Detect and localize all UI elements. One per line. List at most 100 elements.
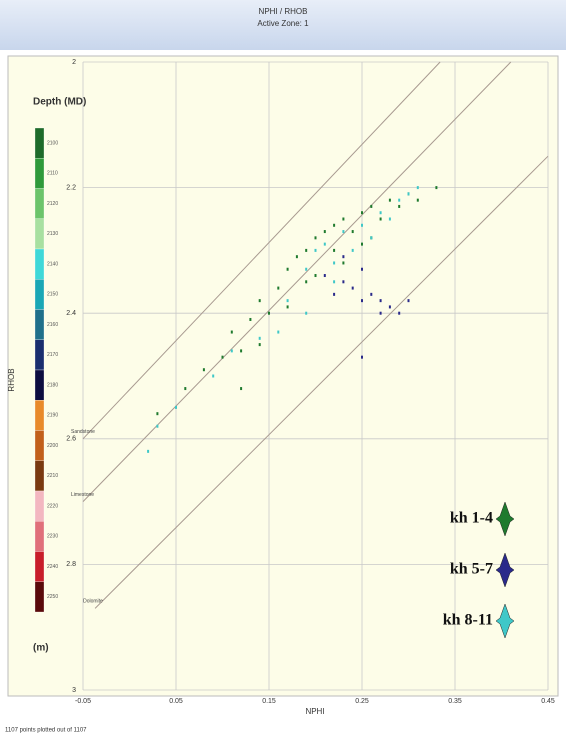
- colorbar-unit: (m): [33, 643, 49, 654]
- data-point: [323, 274, 326, 278]
- x-axis-label: NPHI: [305, 707, 324, 716]
- data-point: [361, 355, 363, 359]
- colorbar-label: 2110: [47, 171, 58, 177]
- data-point: [407, 299, 410, 303]
- data-point: [147, 449, 150, 453]
- colorbar-label: 2200: [47, 443, 58, 449]
- data-point: [333, 292, 336, 296]
- header: [0, 0, 566, 50]
- data-point: [361, 299, 363, 303]
- data-point: [379, 299, 382, 303]
- y-tick-label: 2.4: [66, 310, 76, 317]
- data-point: [379, 217, 382, 221]
- data-point: [184, 387, 187, 391]
- data-point: [333, 248, 336, 252]
- lithology-label: Dolomite: [83, 599, 103, 605]
- lithology-line: [82, 61, 512, 502]
- data-point: [407, 192, 410, 196]
- lithology-line: [94, 155, 549, 609]
- x-tick-label: 0.35: [448, 698, 462, 705]
- data-point: [286, 299, 289, 303]
- data-point: [314, 236, 317, 240]
- data-point: [221, 355, 224, 359]
- data-point: [351, 230, 354, 234]
- data-point: [398, 198, 401, 202]
- colorbar-label: 2240: [47, 564, 58, 570]
- colorbar-segment: [34, 339, 45, 371]
- colorbar-label: 2250: [47, 594, 58, 600]
- data-point: [388, 305, 391, 309]
- data-point: [342, 280, 345, 284]
- data-point: [305, 248, 308, 252]
- data-point: [305, 311, 308, 315]
- data-point: [388, 198, 391, 202]
- colorbar-segment: [34, 490, 45, 522]
- chart-title: NPHI / RHOB: [259, 7, 308, 16]
- legend-marker: [495, 603, 515, 639]
- data-point: [202, 368, 205, 372]
- colorbar-segment: [34, 400, 45, 431]
- data-point: [277, 286, 280, 290]
- colorbar-segment: [34, 279, 45, 310]
- y-axis-label: RHOB: [7, 368, 16, 391]
- data-point: [240, 349, 243, 353]
- data-point: [305, 267, 308, 271]
- colorbar-label: 2130: [47, 231, 58, 237]
- colorbar-label: 2100: [47, 140, 58, 146]
- colorbar-segment: [34, 581, 45, 613]
- colorbar-label: 2230: [47, 534, 58, 540]
- colorbar-segment: [34, 188, 45, 219]
- data-point: [323, 230, 326, 234]
- data-point: [342, 230, 345, 234]
- colorbar-label: 2180: [47, 382, 58, 388]
- data-point: [240, 387, 243, 391]
- y-tick-label: 2: [72, 59, 76, 66]
- legend-label: kh 1-4: [450, 510, 493, 527]
- colorbar-segment: [34, 218, 45, 250]
- data-point: [323, 242, 326, 246]
- data-point: [212, 374, 215, 378]
- data-point: [258, 343, 261, 347]
- x-tick-label: 0.05: [169, 698, 183, 705]
- legend-marker: [495, 501, 515, 537]
- data-point: [342, 255, 345, 259]
- data-point: [230, 330, 233, 334]
- data-point: [435, 186, 438, 190]
- lithology-line: [82, 61, 441, 440]
- data-point: [361, 223, 363, 227]
- colorbar-segment: [34, 551, 45, 582]
- data-point: [398, 311, 401, 315]
- legend-marker: [495, 552, 515, 588]
- colorbar-label: 2160: [47, 322, 58, 328]
- colorbar-segment: [34, 158, 45, 189]
- data-point: [361, 242, 363, 246]
- x-tick-label: 0.25: [355, 698, 369, 705]
- data-point: [258, 336, 261, 340]
- colorbar-segment: [34, 248, 45, 280]
- colorbar-label: 2170: [47, 352, 58, 358]
- data-point: [361, 267, 363, 271]
- data-point: [351, 286, 354, 290]
- data-point: [286, 267, 289, 271]
- data-point: [379, 311, 382, 315]
- data-point: [361, 211, 363, 215]
- x-tick-label: 0.45: [541, 698, 555, 705]
- colorbar-segment: [34, 430, 45, 461]
- data-point: [277, 330, 280, 334]
- colorbar-label: 2210: [47, 473, 58, 479]
- footer: 1107 points plotted out of 1107: [5, 728, 87, 734]
- data-point: [388, 217, 391, 221]
- colorbar-segment: [34, 309, 45, 340]
- colorbar-label: 2220: [47, 503, 58, 509]
- data-point: [398, 204, 401, 208]
- colorbar-label: 2140: [47, 261, 58, 267]
- legend-label: kh 8-11: [443, 612, 493, 629]
- data-point: [286, 305, 289, 309]
- data-point: [416, 198, 419, 202]
- legend-label: kh 5-7: [450, 561, 493, 578]
- colorbar-segment: [34, 369, 45, 401]
- colorbar-segment: [34, 521, 45, 552]
- y-tick-label: 2.8: [66, 561, 76, 568]
- colorbar-segment: [34, 127, 45, 159]
- lithology-label: Sandstone: [71, 429, 95, 435]
